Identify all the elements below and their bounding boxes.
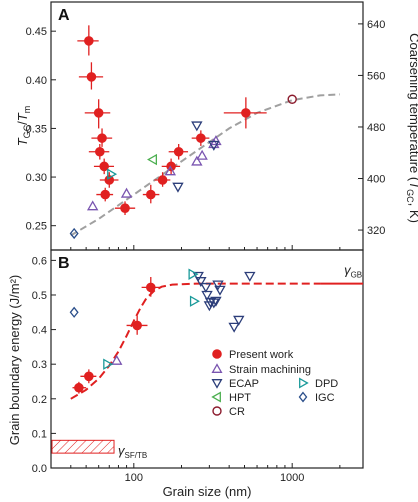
ecap-point [233,315,245,326]
panel-a-plot: 0.25 0.30 0.35 0.40 0.45 320 400 480 560 640 [26,19,385,250]
present-work-point [84,36,94,46]
ecap-point [244,271,256,282]
strain-point [210,135,222,146]
panel-a-ytick-label: 0.30 [26,172,47,184]
legend-label-dpd: DPD [315,378,338,390]
panel-b-ytick-label: 0.5 [32,290,47,302]
strain-point [164,165,177,176]
panel-a-ytick-label: 0.35 [26,123,47,135]
ecap-point [208,298,220,309]
panel-a-ytick-label: 0.40 [26,75,47,87]
legend-marker-present [212,349,222,359]
panel-b-frame [50,249,364,469]
cr-point [287,94,297,104]
strain-point [86,200,99,211]
panel-b-ytick-label: 0.3 [32,359,47,371]
ecap-point [212,280,224,291]
present-work-point [241,108,251,118]
sf-tb-label: γSF/TB [118,443,147,460]
present-work-point [104,175,115,185]
strain-point [191,155,203,166]
panel-a-fit-curve [70,93,340,237]
dpd-point [103,358,114,370]
panel-a-letter: A [58,7,70,24]
panel-b-xtick-label: 1000 [280,472,304,484]
ecap-point [208,140,220,151]
gb-label: γGB [344,263,362,280]
legend-label-hpt: HPT [229,392,251,404]
present-work-point [93,108,104,118]
legend: Present work Strain machining ECAP DPD HPT IG… [211,349,338,418]
panel-b-ytick-label: 0.2 [32,394,47,406]
present-work-point [86,72,97,82]
dpd-point [189,295,200,307]
panel-b-ylabel: Grain boundary energy (J/m²) [7,275,22,446]
panel-a-frame [50,1,364,251]
panel-a-right-ytick-label: 320 [367,225,385,237]
panel-a-right-ytick-label: 480 [367,122,385,134]
panel-b-xlabel: Grain size (nm) [163,484,252,499]
panel-b-fit-curve [70,282,321,400]
present-work-point [145,282,156,293]
panel-a-right-ytick-label: 400 [367,174,385,186]
ecap-point [203,301,216,312]
igc-point [69,227,79,240]
panel-b-ytick-label: 0.1 [32,428,47,440]
hpt-point [146,153,158,166]
legend-marker-hpt [211,391,221,403]
legend-marker-cr [212,406,222,416]
present-work-point [157,175,168,185]
present-work-point [120,203,130,213]
present-work-point [196,133,206,143]
legend-label-cr: CR [229,406,245,418]
present-work-point [99,161,109,172]
present-work-point [95,146,105,157]
strain-point [196,149,208,160]
panel-a-right-ytick-label: 560 [367,70,385,82]
ecap-point [192,271,204,282]
legend-label-ecap: ECAP [229,378,259,390]
panel-a-ylabel: TGC/Tm [15,106,32,147]
panel-b-ytick-label: 0.0 [32,463,47,475]
ecap-point [172,182,184,193]
panel-a-ytick-label: 0.45 [26,26,47,38]
present-work-point [132,320,142,331]
legend-marker-strain [211,363,223,373]
present-work-point [100,189,111,200]
strain-point [111,354,123,365]
legend-marker-ecap [211,379,223,389]
legend-marker-dpd [299,377,309,389]
ecap-point [201,290,213,301]
panel-b-letter: B [58,255,70,272]
legend-label-strain: Strain machining [229,364,311,376]
legend-marker-igc [298,391,308,403]
igc-point [69,306,79,318]
present-work-point [145,189,156,200]
present-work-point [97,133,107,143]
ecap-point [195,277,207,288]
dpd-point [188,268,199,280]
strain-point [120,187,133,198]
dpd-point [107,168,118,180]
present-work-point [74,382,84,393]
panel-a-ytick-label: 0.25 [26,221,47,233]
present-work-point [84,371,94,382]
panel-b-ytick-label: 0.4 [32,325,47,337]
panel-a-right-ylabel: Coarsening temperature (TGC, K) [405,33,418,223]
ecap-point [228,322,240,333]
present-work-point [173,146,184,157]
legend-label-igc: IGC [315,392,335,404]
legend-label-present: Present work [229,349,294,361]
sf-tb-box [51,439,115,454]
ecap-point [200,282,212,293]
ecap-point [191,121,203,132]
panel-a-right-ytick-label: 640 [367,19,385,31]
panel-b-xtick-label: 100 [125,472,143,484]
panel-b-plot: 0.0 0.1 0.2 0.3 0.4 0.5 0.6 100 1000 γSF/TB γGB [32,255,363,484]
panel-b-ytick-label: 0.6 [32,255,47,267]
